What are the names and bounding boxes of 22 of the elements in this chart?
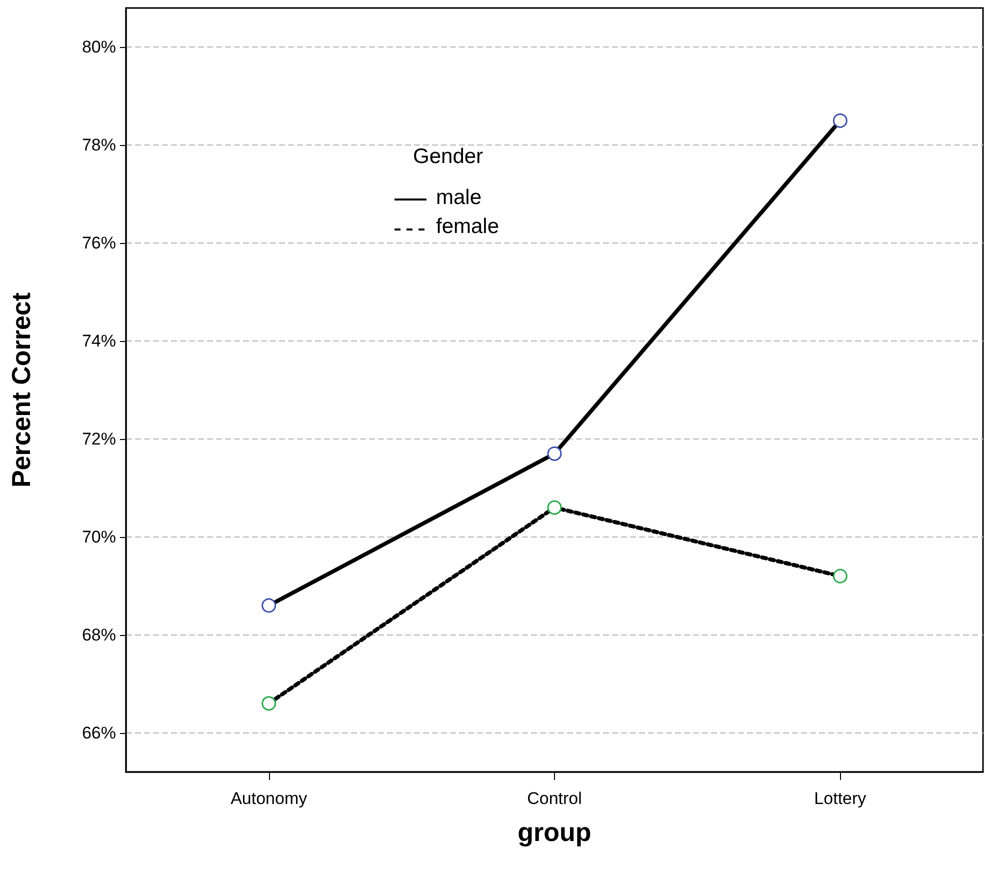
y-tick-label: 78%	[82, 136, 116, 155]
legend-label: female	[436, 215, 500, 238]
x-axis-title: group	[518, 817, 592, 847]
point	[547, 500, 562, 515]
point	[832, 568, 848, 584]
point	[262, 696, 276, 711]
x-tick-label: Lottery	[814, 789, 867, 808]
y-tick-label: 72%	[82, 429, 116, 448]
y-tick-label: 80%	[82, 38, 116, 57]
y-tick-label: 68%	[82, 625, 116, 644]
legend-label: male	[436, 186, 482, 209]
point	[547, 446, 562, 461]
y-tick-label: 66%	[82, 723, 116, 742]
y-axis-title: Percent Correct	[6, 292, 36, 488]
point	[262, 598, 276, 613]
y-tick-label: 76%	[82, 234, 116, 253]
x-tick-label: Autonomy	[230, 789, 308, 808]
legend-title: Gender	[413, 145, 484, 168]
x-tick-label: Control	[527, 789, 582, 808]
point	[832, 113, 848, 128]
y-tick-label: 74%	[82, 332, 116, 351]
y-tick-label: 70%	[82, 527, 116, 546]
